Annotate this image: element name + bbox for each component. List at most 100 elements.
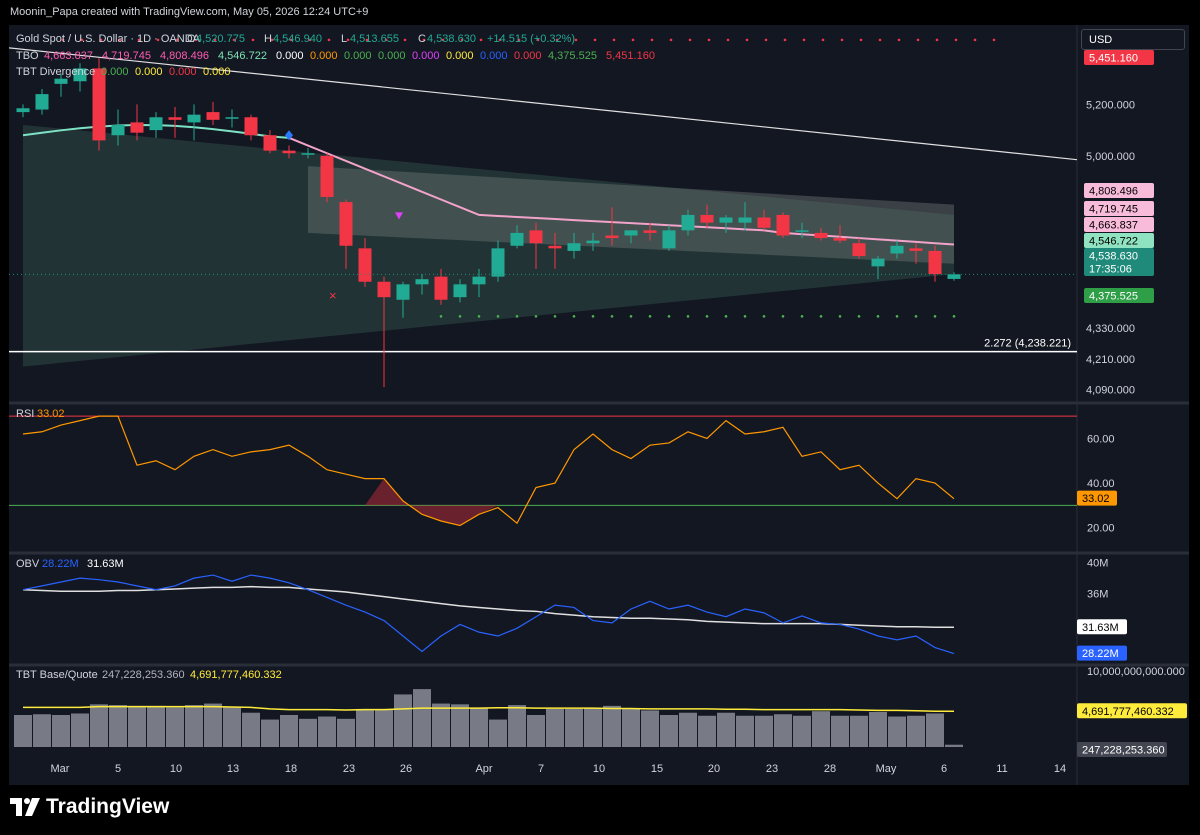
volume-bar <box>603 705 621 747</box>
volume-bar <box>717 712 735 747</box>
resistance-dot <box>289 38 293 42</box>
volume-bar <box>888 716 906 747</box>
volume-badge-text: 247,228,253.360 <box>1082 745 1165 757</box>
resistance-dot <box>707 38 711 42</box>
candle-body <box>852 243 866 257</box>
ohlc-value: 4,513.655 <box>350 33 399 45</box>
support-dot <box>667 315 671 318</box>
time-axis-label: 20 <box>708 763 720 775</box>
price-label-badge <box>1084 261 1154 276</box>
candle-body <box>776 214 790 236</box>
candle-body <box>814 232 828 239</box>
volume-bar <box>679 712 697 747</box>
resistance-dot <box>346 38 350 42</box>
candle-body <box>700 214 714 223</box>
obv-axis-tick: 40M <box>1087 558 1108 570</box>
support-dot <box>857 315 861 318</box>
tradingview-logo[interactable]: TradingView <box>10 795 169 819</box>
obv-ma-badge-text: 31.63M <box>1082 622 1119 634</box>
candle-body <box>320 155 334 197</box>
resistance-dot <box>194 38 198 42</box>
ohlc-value: 4,538.630 <box>427 33 476 45</box>
candle-body <box>548 245 562 249</box>
resistance-dot <box>99 38 103 42</box>
candle-body <box>928 250 942 275</box>
candle-body <box>244 117 258 136</box>
resistance-dot <box>802 38 806 42</box>
volume-bar <box>432 703 450 747</box>
volume-bar <box>850 715 868 747</box>
volume-bar <box>489 719 507 747</box>
currency-button[interactable]: USD <box>1081 29 1185 50</box>
volume-bar <box>641 710 659 747</box>
price-label-text: 4,808.496 <box>1089 186 1138 198</box>
candle-body <box>92 68 106 141</box>
time-axis-label: 7 <box>538 763 544 775</box>
tbo-value: 0.000 <box>344 50 372 62</box>
candle-body <box>871 258 885 267</box>
tbo-slow-line <box>288 136 955 246</box>
volume-badge <box>1077 742 1167 757</box>
support-dot <box>439 315 443 318</box>
volume-bar <box>793 715 811 747</box>
chart-canvas[interactable]: 2.272 (4,238.221) × Gold Spot / U.S. Dolla… <box>9 25 1189 785</box>
candle-body <box>149 117 163 131</box>
tbo-value: 0.000 <box>412 50 440 62</box>
time-axis-label: 26 <box>400 763 412 775</box>
volume-bar <box>527 715 545 747</box>
divergence-value: 0.000 <box>169 66 197 78</box>
divergence-value: 0.000 <box>135 66 163 78</box>
divergence-label: TBT Divergence <box>16 66 95 78</box>
support-dot <box>572 315 576 318</box>
candle-body <box>757 217 771 228</box>
sell-arrow-icon <box>395 212 403 220</box>
candle-body <box>54 78 68 84</box>
obv-line <box>22 574 955 655</box>
time-axis-label: 14 <box>1054 763 1066 775</box>
candle-body <box>225 117 239 119</box>
price-axis-tick: 5,000.000 <box>1086 151 1135 163</box>
resistance-dot <box>403 38 407 42</box>
volume-bar <box>318 716 336 747</box>
symbol-title: Gold Spot / U.S. Dollar · 1D · OANDA <box>16 33 201 45</box>
price-axis-tick: 5,200.000 <box>1086 99 1135 111</box>
resistance-dot <box>745 38 749 42</box>
price-label-text: 5,451.160 <box>1089 53 1138 65</box>
resistance-dot <box>61 38 65 42</box>
price-label-badge <box>1084 233 1154 248</box>
candle-body <box>890 245 904 254</box>
price-axis-tick: 4,090.000 <box>1086 385 1135 397</box>
resistance-dot <box>574 38 578 42</box>
resistance-dot <box>992 38 996 42</box>
resistance-dot <box>859 38 863 42</box>
tbo-value: 0.000 <box>310 50 338 62</box>
volume-bar <box>337 718 355 747</box>
credit-text: Moonin_Papa created with TradingView.com… <box>10 6 369 18</box>
volume-bar <box>33 714 51 747</box>
volume-bar <box>223 707 241 747</box>
support-dot <box>800 315 804 318</box>
obv-label: OBV <box>16 558 40 570</box>
tbo-value: 4,663.837 <box>44 50 93 62</box>
time-axis-label: 15 <box>651 763 663 775</box>
tbo-value: 4,719.745 <box>102 50 151 62</box>
price-axis-tick: 4,330.000 <box>1086 323 1135 335</box>
obv-ma-badge <box>1077 619 1127 635</box>
candle-body <box>738 217 752 223</box>
volume-ma-badge <box>1077 703 1187 719</box>
cross-marker-icon: × <box>329 288 337 303</box>
volume-ma-line <box>23 705 955 713</box>
volume-bar <box>166 707 184 747</box>
resistance-dot <box>821 38 825 42</box>
rsi-value: 33.02 <box>37 408 65 420</box>
ohlc-value: 4,520.775 <box>196 33 245 45</box>
support-dot <box>610 315 614 318</box>
volume-bar <box>375 708 393 747</box>
support-dot <box>952 315 956 318</box>
resistance-dot <box>612 38 616 42</box>
support-dot <box>895 315 899 318</box>
volume-bar <box>622 708 640 747</box>
ohlc-value: 4,546.940 <box>273 33 322 45</box>
resistance-dot <box>308 38 312 42</box>
